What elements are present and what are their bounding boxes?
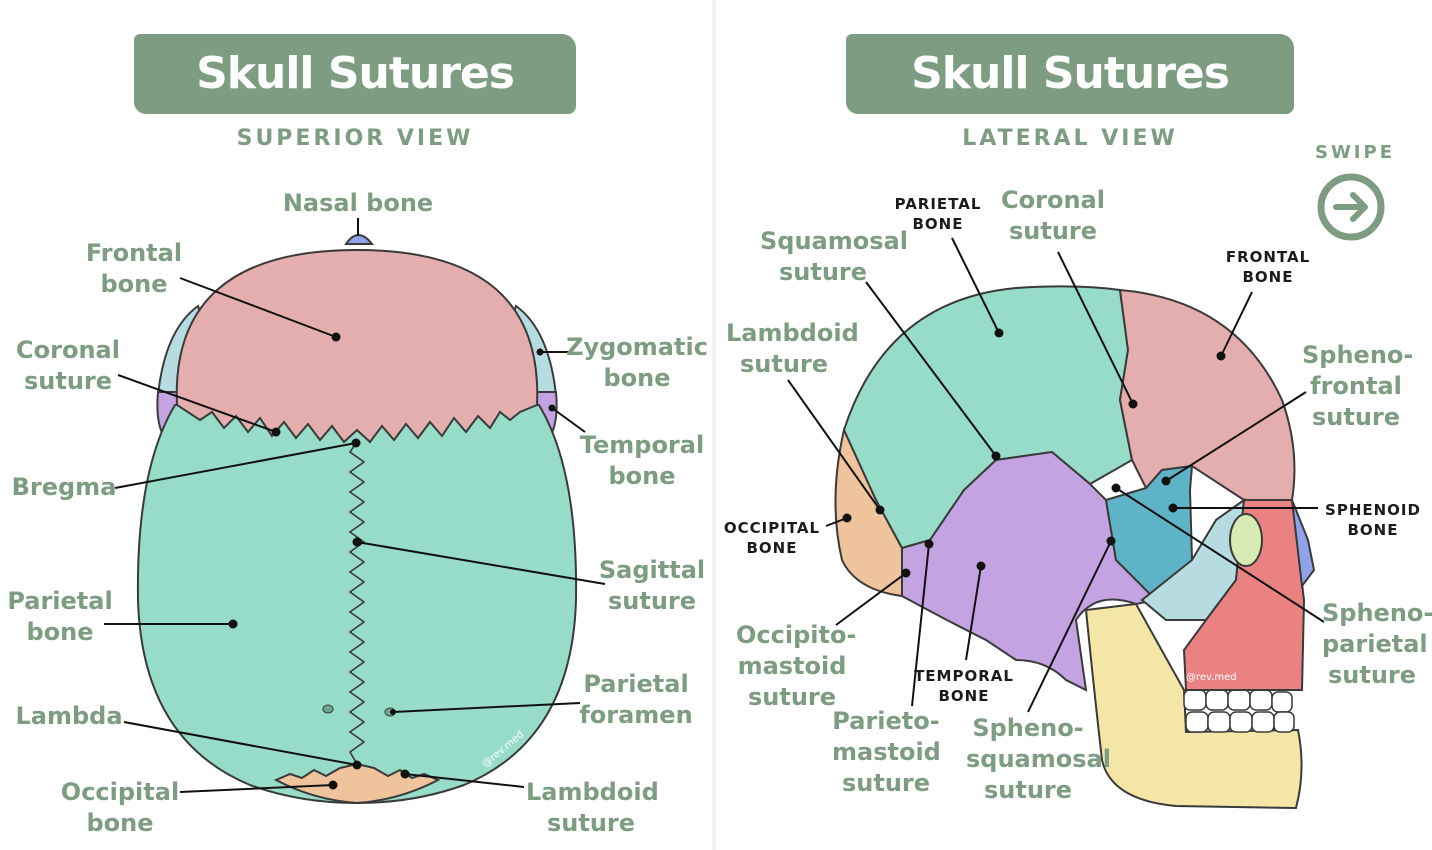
dot-parietal (228, 619, 238, 629)
leader-coronal (117, 374, 277, 433)
leader-occipitomastoid-l (835, 572, 907, 626)
dot-sphenoid-l (1168, 503, 1178, 513)
dot-squamosal-l (991, 451, 1001, 461)
sphenoid-bone-shape (1104, 464, 1194, 602)
dot-occipitomastoid-l (901, 568, 911, 578)
dot-frontal-l (1216, 351, 1226, 361)
leader-parietomastoid-l (911, 543, 930, 707)
label-lambdoid-suture: Lambdoid suture (526, 778, 659, 837)
label-zygomatic-bone: Zygomatic bone (566, 333, 708, 392)
leader-squamosal-l (865, 281, 997, 457)
label-frontal-bone-l: FRONTAL BONE (1225, 248, 1311, 286)
ethmoid-orbit-shape (1229, 513, 1263, 567)
dot-frontal (331, 332, 341, 342)
lateral-pointer-dots (842, 328, 1226, 578)
label-parietomastoid-suture-l: Parieto- mastoid suture (832, 707, 941, 797)
label-sphenosquamosal-suture-l: Spheno- squamosal suture (966, 714, 1111, 804)
superior-leader-lines (104, 218, 606, 793)
label-occipitomastoid-suture-l: Occipito- mastoid suture (736, 621, 857, 711)
frontal-bone-shape (175, 248, 539, 444)
dot-lambdoid-l (875, 505, 885, 515)
dot-sagittal (352, 537, 362, 547)
label-parietal-foramen: Parietal foramen (579, 670, 693, 729)
dot-temporal-l (976, 561, 986, 571)
leader-lambdoid (404, 773, 525, 788)
leader-lambda (123, 721, 358, 766)
superior-title-banner: Skull Sutures (134, 34, 576, 114)
teeth-group (1183, 689, 1295, 733)
label-bregma: Bregma (11, 473, 117, 501)
label-coronal-suture-l: Coronal suture (1001, 186, 1105, 245)
label-parietal-bone: Parietal bone (7, 587, 113, 646)
dot-temporal (548, 404, 556, 412)
label-sagittal-suture: Sagittal suture (598, 556, 706, 615)
label-occipital-bone: Occipital bone (60, 778, 180, 837)
label-temporal-bone: Temporal bone (579, 431, 705, 490)
dot-lambdoid (400, 769, 410, 779)
dot-zygomatic (536, 348, 544, 356)
arrow-right-circle-icon[interactable] (1316, 172, 1386, 242)
lateral-skull-diagram: @rev.med (787, 237, 1325, 810)
dot-foramen (390, 709, 396, 715)
frontal-bone-shape-lateral (1118, 288, 1296, 501)
lateral-leader-lines (787, 237, 1325, 713)
dot-occipital-l (842, 513, 852, 523)
label-occipital-bone-l: OCCIPITAL BONE (723, 519, 821, 557)
leader-sphenosquamosal-l (1027, 540, 1112, 713)
superior-view-subtitle: SUPERIOR VIEW (236, 126, 474, 151)
label-lambdoid-suture-l: Lambdoid suture (726, 319, 859, 378)
dot-sphenosquamosal-l (1106, 536, 1116, 546)
label-parietal-bone-l: PARIETAL BONE (894, 195, 982, 233)
label-frontal-bone: Frontal bone (85, 239, 183, 298)
label-sphenofrontal-suture-l: Spheno- frontal suture (1302, 341, 1414, 431)
dot-occipital (328, 780, 338, 790)
leader-temporal-l (965, 565, 982, 661)
dot-coronal-l (1128, 399, 1138, 409)
leader-parietal-l (951, 237, 1000, 334)
parietal-foramen-left (322, 704, 334, 714)
nasal-bone-shape (344, 234, 375, 245)
panel-divider (712, 0, 716, 850)
label-coronal-suture: Coronal suture (16, 336, 120, 395)
leader-sphenofrontal-l (1165, 391, 1307, 482)
dot-parietal-l (994, 328, 1004, 338)
dot-lambda (352, 760, 362, 770)
label-lambda: Lambda (15, 702, 123, 730)
leader-sagittal (356, 541, 606, 585)
leader-frontal (179, 277, 337, 338)
leader-bregma (114, 442, 357, 489)
mandible-shape (1084, 602, 1303, 810)
dot-bregma (351, 438, 361, 448)
leader-temporal (551, 407, 586, 433)
sagittal-suture-line (348, 441, 366, 765)
dot-coronal (271, 427, 281, 437)
lateral-title-banner: Skull Sutures (846, 34, 1294, 114)
lateral-credit: @rev.med (1186, 672, 1237, 683)
dot-parietomastoid-l (924, 539, 934, 549)
lateral-view-subtitle: LATERAL VIEW (962, 126, 1178, 151)
swipe-label: SWIPE (1314, 142, 1395, 163)
leader-foramen (392, 702, 581, 713)
leader-sphenoparietal-l (1115, 487, 1325, 623)
leader-frontal-l (1220, 291, 1253, 357)
dot-sphenofrontal-l (1161, 476, 1171, 486)
nasal-bone-shape-lateral (1291, 499, 1316, 589)
lateral-view-panel: Skull Sutures LATERAL VIEW SWIPE (716, 0, 1432, 850)
leader-occipital (179, 784, 334, 793)
leader-lambdoid-l (787, 379, 881, 511)
superior-view-panel: Skull Sutures SUPERIOR VIEW (0, 0, 712, 850)
label-temporal-bone-l: TEMPORAL BONE (914, 667, 1014, 705)
label-squamosal-suture-l: Squamosal suture (760, 227, 908, 286)
label-sphenoparietal-suture-l: Spheno- parietal suture (1322, 599, 1432, 689)
superior-pointer-dots (228, 332, 556, 790)
label-nasal-bone: Nasal bone (282, 189, 434, 217)
dot-sphenoparietal-l (1111, 483, 1121, 493)
leader-coronal-l (1057, 251, 1134, 405)
superior-skull-diagram (104, 218, 606, 805)
label-sphenoid-bone-l: SPHENOID BONE (1325, 501, 1421, 539)
